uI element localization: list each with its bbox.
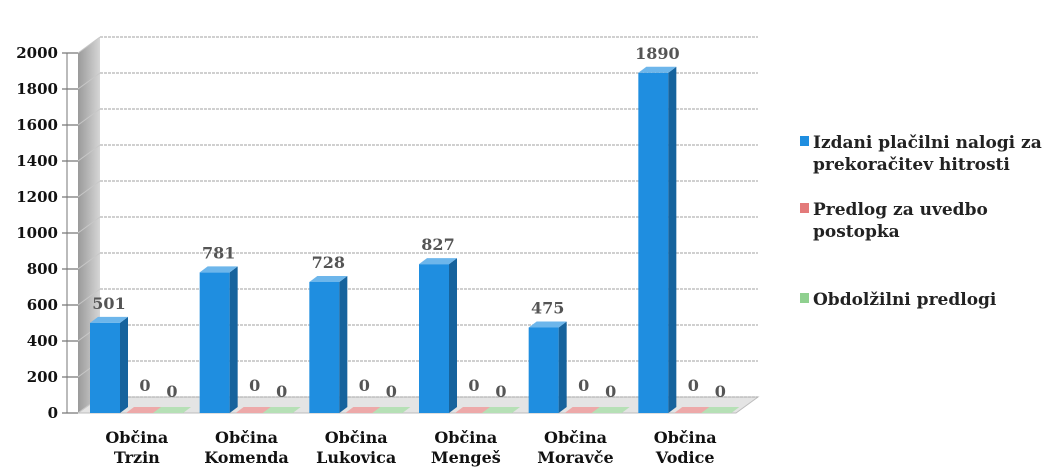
data-label: 0	[139, 376, 150, 395]
bar-front	[309, 282, 339, 413]
bar-side	[668, 67, 676, 413]
y-tick-label: 1400	[16, 152, 58, 170]
y-tick-label: 600	[27, 296, 58, 314]
bar-side	[120, 317, 128, 413]
data-label: 0	[359, 376, 370, 395]
bar	[638, 67, 676, 413]
y-tick-label: 2000	[16, 44, 58, 62]
data-label: 728	[312, 253, 345, 272]
data-label: 827	[421, 235, 454, 254]
bar-front	[638, 73, 668, 413]
data-label: 1890	[635, 44, 680, 63]
data-label: 0	[605, 382, 616, 401]
data-label: 475	[531, 299, 564, 318]
bar	[200, 266, 238, 413]
y-tick-label: 1200	[16, 188, 58, 206]
data-label: 781	[202, 243, 235, 262]
bar-side	[339, 276, 347, 413]
bar-front	[419, 264, 449, 413]
bar-side	[230, 266, 238, 413]
bar-front	[529, 328, 559, 414]
data-label: 0	[249, 376, 260, 395]
data-label: 0	[495, 382, 506, 401]
data-label: 0	[715, 382, 726, 401]
y-tick-label: 0	[48, 404, 58, 422]
y-tick-label: 1800	[16, 80, 58, 98]
data-label: 0	[386, 382, 397, 401]
data-label: 0	[276, 382, 287, 401]
bar	[90, 317, 128, 413]
bar-side	[449, 258, 457, 413]
y-tick-label: 800	[27, 260, 58, 278]
legend-swatch	[800, 293, 809, 303]
bar-front	[90, 323, 120, 413]
bar	[419, 258, 457, 413]
bar	[309, 276, 347, 413]
data-label: 0	[468, 376, 479, 395]
y-tick-label: 200	[27, 368, 58, 386]
y-tick-label: 1000	[16, 224, 58, 242]
legend-entry: Obdolžilni predlogi	[813, 290, 997, 310]
data-label: 0	[166, 382, 177, 401]
data-label: 501	[92, 294, 125, 313]
legend-swatch	[800, 136, 809, 146]
legend-swatch	[800, 203, 809, 213]
y-tick-label: 1600	[16, 116, 58, 134]
data-label: 0	[688, 376, 699, 395]
y-tick-label: 400	[27, 332, 58, 350]
bar-side	[559, 322, 567, 414]
bar-front	[200, 272, 230, 413]
bar	[529, 322, 567, 414]
data-label: 0	[578, 376, 589, 395]
